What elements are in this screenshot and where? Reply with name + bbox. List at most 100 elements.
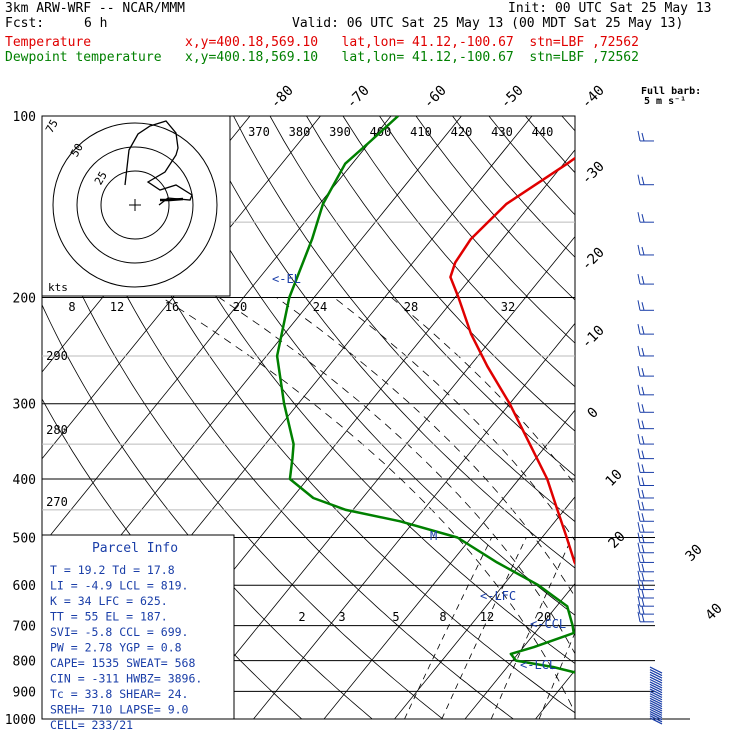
- wind-barb: [649, 700, 663, 708]
- wind-barb-flag: [641, 386, 645, 395]
- wind-barb-flag: [637, 273, 641, 285]
- parcel-info-row: TT = 55 EL = 187.: [50, 610, 168, 624]
- wind-barb: [649, 706, 663, 714]
- isotherm-label: 40: [703, 601, 726, 624]
- parcel-info-row: SREH= 710 LAPSE= 9.0: [50, 703, 189, 717]
- isotherm-line: [606, 116, 740, 719]
- hodograph-ring-label: 25: [92, 169, 110, 187]
- wind-barb: [649, 708, 663, 716]
- mixing-ratio-line: [404, 537, 492, 719]
- isotherm-line: [677, 116, 740, 719]
- wind-barb-flag: [637, 462, 641, 473]
- barb-legend-title: Full barb:: [641, 86, 701, 97]
- wind-barb: [649, 695, 663, 703]
- hodograph-ring: [76, 146, 194, 264]
- isotherm-line: [394, 496, 575, 719]
- parcel-info-row: K = 34 LFC = 625.: [50, 594, 168, 608]
- parcel-info-row: Tc = 33.8 SHEAR= 24.: [50, 687, 188, 701]
- wind-barb-flag: [641, 501, 645, 511]
- init-time: Init: 00 UTC Sat 25 May 13: [508, 1, 712, 16]
- wind-barb-flag: [637, 532, 641, 543]
- wind-barb-flag: [641, 347, 645, 357]
- mixing-ratio-line: [441, 537, 527, 719]
- parcel-info-row: CIN = -311 HWBZ= 3896.: [50, 672, 202, 686]
- wind-barb-flag: [637, 561, 641, 572]
- wind-barb-flag: [637, 174, 641, 185]
- isotherm-label: -60: [421, 83, 450, 112]
- isotherm-line: [253, 322, 575, 719]
- temperature-profile: [449, 156, 575, 566]
- wind-barb: [649, 702, 663, 710]
- wind-barb-flag: [637, 604, 641, 615]
- speed-tick-label: 16: [165, 300, 179, 314]
- wind-barb-flag: [637, 475, 641, 486]
- wind-barb-flag: [637, 448, 641, 459]
- theta-label: 440: [532, 125, 554, 139]
- isotherm-label: -10: [579, 323, 608, 352]
- pressure-tick-label: 300: [13, 398, 36, 413]
- wind-barb: [649, 697, 663, 705]
- speed-tick-label: 24: [313, 300, 327, 314]
- wind-barb-flag: [641, 524, 645, 533]
- wind-barb-flag: [641, 302, 645, 311]
- hodograph-frame: [41, 115, 231, 297]
- wind-barb-flag: [641, 435, 645, 445]
- pressure-tick-label: 200: [13, 292, 36, 307]
- wind-barb: [649, 676, 663, 684]
- dry-adiabat-line: [635, 116, 740, 719]
- wind-barb-flag: [641, 214, 645, 223]
- wind-barb-flag: [637, 324, 641, 335]
- wind-barb-flag: [641, 534, 645, 543]
- hodograph-ring: [52, 122, 218, 288]
- wind-barb-flag: [641, 477, 645, 486]
- mixing-ratio-label: 3: [338, 610, 345, 624]
- lfc-marker: <-LFC: [480, 589, 516, 603]
- wind-barb-flag: [641, 513, 645, 522]
- wind-barb-flag: [641, 489, 645, 499]
- adiabat-label: 280: [46, 423, 68, 437]
- parcel-info-row: SVI= -5.8 CCL = 699.: [50, 625, 188, 639]
- forecast-hour: 6 h: [84, 16, 108, 31]
- wind-barb: [649, 681, 663, 689]
- parcel-info-row: T = 19.2 Td = 17.8: [50, 563, 175, 577]
- parcel-info-box: [41, 534, 235, 720]
- theta-label: 420: [451, 125, 473, 139]
- wind-barb-flag: [637, 499, 641, 510]
- wind-barb-flag: [641, 554, 645, 563]
- wind-barb: [649, 686, 663, 694]
- wind-barb-flag: [637, 300, 641, 311]
- parcel-info-row: CAPE= 1535 SWEAT= 568: [50, 656, 195, 670]
- wind-barb: [649, 711, 663, 719]
- parcel-info-title: Parcel Info: [92, 541, 178, 556]
- wind-barb-flag: [641, 606, 645, 615]
- wind-barb: [649, 717, 663, 725]
- wind-barb: [649, 678, 663, 687]
- wind-barb-flag: [637, 433, 641, 445]
- wind-barb-flag: [641, 275, 645, 285]
- hodograph-ring-label: 50: [68, 141, 86, 159]
- wind-barb-flag: [637, 366, 641, 377]
- theta-label: 390: [329, 125, 351, 139]
- wind-barb-flag: [637, 570, 641, 581]
- wind-barb-flag: [637, 487, 641, 499]
- theta-label: 380: [289, 125, 311, 139]
- speed-tick-label: 28: [404, 300, 418, 314]
- wind-barb-flag: [637, 212, 641, 223]
- wind-barb-flag: [641, 598, 645, 607]
- pressure-tick-label: 500: [13, 531, 36, 546]
- parcel-info-row: PW = 2.78 YGP = 0.8: [50, 641, 182, 655]
- isotherm-line: [464, 582, 575, 719]
- m-marker: M: [430, 529, 437, 543]
- wind-barb-flag: [641, 450, 645, 459]
- legend-temperature: Temperature x,y=400.18,569.10 lat,lon= 4…: [5, 35, 639, 50]
- isotherm-label: 30: [683, 542, 706, 565]
- model-title: 3km ARW-WRF -- NCAR/MMM: [5, 1, 186, 16]
- wind-barb: [649, 669, 663, 677]
- el-marker: <-EL: [272, 272, 301, 286]
- wind-barb-flag: [637, 418, 641, 429]
- parcel-info-row: CELL= 233/21: [50, 718, 133, 732]
- pressure-tick-label: 900: [13, 685, 36, 700]
- legend-dewpoint: Dewpoint temperature x,y=400.18,569.10 l…: [5, 50, 639, 65]
- theta-label: 430: [491, 125, 513, 139]
